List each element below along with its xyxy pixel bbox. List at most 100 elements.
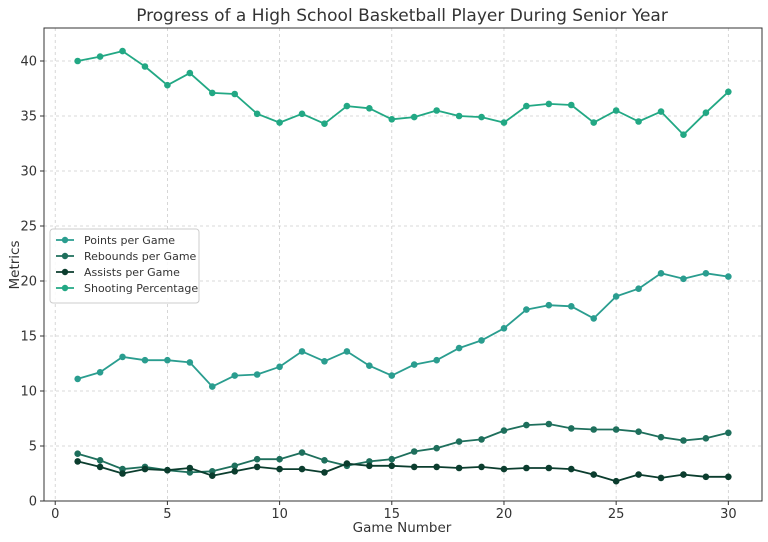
legend-label: Points per Game bbox=[84, 234, 175, 247]
data-point bbox=[590, 119, 598, 126]
series-line bbox=[77, 272, 729, 388]
data-point bbox=[366, 462, 373, 470]
data-point bbox=[321, 469, 328, 476]
x-tick-label: 5 bbox=[163, 507, 171, 522]
data-point bbox=[321, 120, 328, 127]
data-point bbox=[119, 353, 126, 361]
x-tick-label: 30 bbox=[720, 507, 737, 522]
data-point bbox=[276, 455, 283, 463]
data-point bbox=[433, 107, 440, 114]
y-tick-label: 5 bbox=[29, 440, 37, 455]
data-point bbox=[298, 348, 306, 355]
y-axis-label: Metrics bbox=[7, 240, 23, 289]
series-shooting-percentage bbox=[74, 47, 732, 138]
data-point bbox=[231, 468, 239, 475]
data-point bbox=[725, 473, 732, 481]
data-point bbox=[321, 457, 328, 464]
data-point bbox=[388, 455, 396, 463]
data-point bbox=[500, 427, 508, 434]
data-point bbox=[433, 356, 440, 364]
data-point bbox=[657, 474, 665, 482]
data-point bbox=[74, 375, 81, 383]
data-point bbox=[276, 363, 283, 371]
data-point bbox=[657, 433, 665, 441]
data-point bbox=[208, 472, 216, 480]
chart-title: Progress of a High School Basketball Pla… bbox=[136, 6, 668, 26]
data-point bbox=[725, 273, 732, 280]
data-point bbox=[433, 463, 440, 471]
data-point bbox=[74, 450, 81, 458]
data-point bbox=[164, 81, 171, 89]
legend-label: Shooting Percentage bbox=[84, 282, 198, 295]
data-point bbox=[141, 356, 149, 364]
data-point bbox=[96, 369, 104, 376]
data-point bbox=[141, 63, 149, 70]
data-point bbox=[545, 464, 553, 472]
data-point bbox=[702, 473, 710, 481]
y-tick-label: 35 bbox=[20, 110, 37, 125]
data-point bbox=[298, 449, 306, 456]
data-point bbox=[253, 110, 261, 118]
y-tick-label: 20 bbox=[20, 275, 37, 290]
data-point bbox=[298, 465, 306, 473]
data-point bbox=[366, 362, 373, 370]
data-point bbox=[186, 69, 194, 77]
data-point bbox=[680, 471, 687, 478]
plot-frame bbox=[43, 27, 763, 502]
y-tick-label: 0 bbox=[29, 495, 37, 510]
data-point bbox=[567, 425, 575, 432]
legend-box bbox=[49, 228, 200, 304]
series-assists-per-game bbox=[74, 458, 732, 485]
data-point bbox=[545, 420, 553, 428]
data-point bbox=[388, 372, 396, 379]
y-tick-label: 25 bbox=[20, 220, 37, 235]
series-line bbox=[77, 423, 729, 474]
data-point bbox=[298, 110, 306, 118]
data-point bbox=[253, 463, 261, 471]
y-tick-label: 10 bbox=[20, 385, 37, 400]
data-point bbox=[276, 465, 283, 473]
legend-label: Assists per Game bbox=[84, 266, 180, 279]
data-point bbox=[657, 270, 665, 277]
data-point bbox=[276, 119, 283, 126]
data-point bbox=[478, 436, 485, 443]
data-point bbox=[702, 109, 710, 116]
data-point bbox=[635, 118, 642, 125]
data-point bbox=[545, 301, 553, 309]
y-tick-label: 15 bbox=[20, 330, 37, 345]
data-point bbox=[343, 348, 351, 355]
data-point bbox=[186, 464, 194, 472]
data-point bbox=[635, 285, 642, 293]
y-tick-label: 40 bbox=[20, 55, 37, 70]
data-point bbox=[725, 429, 732, 437]
data-point bbox=[410, 361, 418, 368]
data-point bbox=[523, 421, 530, 429]
data-point bbox=[164, 356, 171, 364]
series-rebounds-per-game bbox=[74, 420, 732, 476]
data-point bbox=[702, 270, 710, 277]
series-line bbox=[77, 460, 729, 483]
data-point bbox=[74, 57, 81, 65]
data-point bbox=[231, 372, 239, 379]
data-point bbox=[590, 426, 598, 433]
data-point bbox=[410, 463, 418, 471]
data-point bbox=[343, 102, 351, 110]
data-point bbox=[478, 113, 485, 121]
data-point bbox=[612, 293, 620, 300]
data-point bbox=[567, 303, 575, 310]
data-point bbox=[500, 465, 508, 473]
data-point bbox=[231, 462, 239, 470]
legend-swatch-marker bbox=[61, 284, 69, 292]
data-point bbox=[410, 113, 418, 121]
data-point bbox=[455, 464, 463, 472]
data-point bbox=[567, 465, 575, 473]
y-tick-label: 30 bbox=[20, 165, 37, 180]
data-point bbox=[478, 337, 485, 344]
data-point bbox=[702, 435, 710, 442]
data-point bbox=[635, 428, 642, 436]
data-point bbox=[96, 457, 104, 464]
data-point bbox=[612, 426, 620, 433]
data-point bbox=[343, 460, 351, 467]
axis-ticks: 0 5 10 15 20 25 30 0 5 10 15 20 25 30 35 40 bbox=[20, 55, 736, 523]
